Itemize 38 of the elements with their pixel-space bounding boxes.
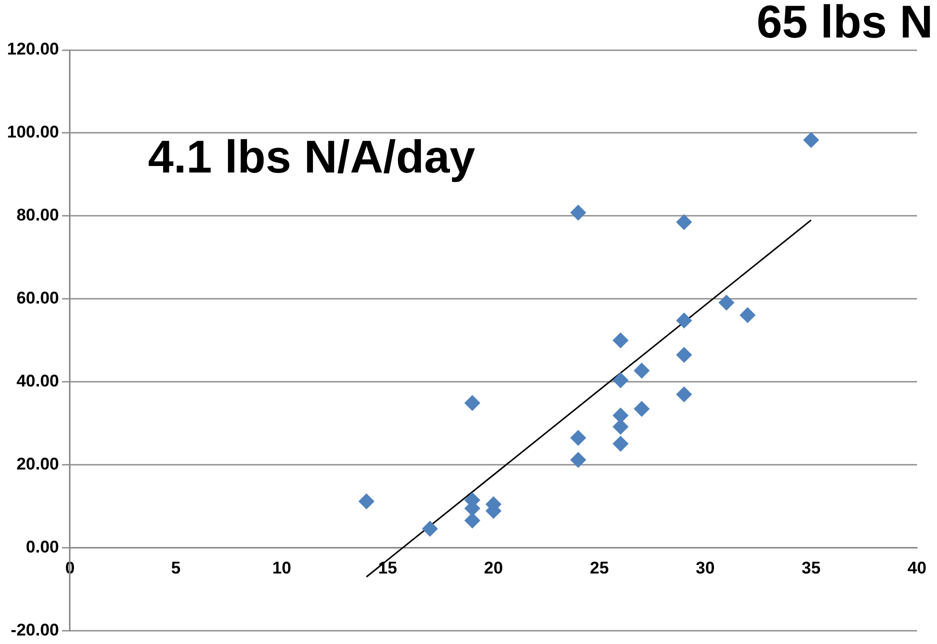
x-tick-label: 25: [590, 558, 609, 578]
point: [464, 512, 480, 528]
x-tick-label: 10: [272, 558, 292, 578]
point: [358, 493, 374, 510]
point: [634, 400, 650, 417]
annotation: 4.1 lbs N/A/day: [148, 130, 476, 183]
y-tick-label: 0.00: [26, 538, 59, 557]
point: [612, 372, 629, 388]
point: [570, 452, 586, 468]
x-tick-label: 15: [378, 558, 398, 578]
y-tick-label: 100.00: [6, 122, 59, 142]
y-tick-label: 40.00: [16, 372, 59, 391]
x-tick-label: 20: [484, 558, 503, 578]
point: [634, 362, 650, 379]
y-tick-label: 120.00: [6, 40, 59, 59]
point: [676, 214, 692, 230]
point: [612, 407, 629, 424]
point: [422, 520, 438, 537]
x-tick-label: 5: [171, 558, 181, 578]
point: [740, 307, 756, 324]
x-tick-label: 30: [696, 558, 715, 578]
y-tick-label: -20.00: [10, 620, 59, 640]
point: [718, 294, 734, 311]
point: [803, 132, 820, 148]
y-tick-label: 60.00: [16, 288, 59, 308]
point: [612, 332, 629, 348]
x-tick-label: 40: [908, 558, 926, 578]
point: [570, 430, 586, 446]
point: [570, 204, 586, 221]
y-tick-label: 80.00: [16, 206, 59, 225]
text: 65 lbs N: [756, 0, 933, 48]
point: [464, 395, 480, 412]
point: [612, 436, 629, 452]
point: [676, 312, 692, 328]
y-tick-label: 20.00: [16, 454, 59, 474]
point: [676, 346, 692, 363]
point: [676, 386, 692, 402]
x-tick-label: 35: [802, 558, 821, 578]
